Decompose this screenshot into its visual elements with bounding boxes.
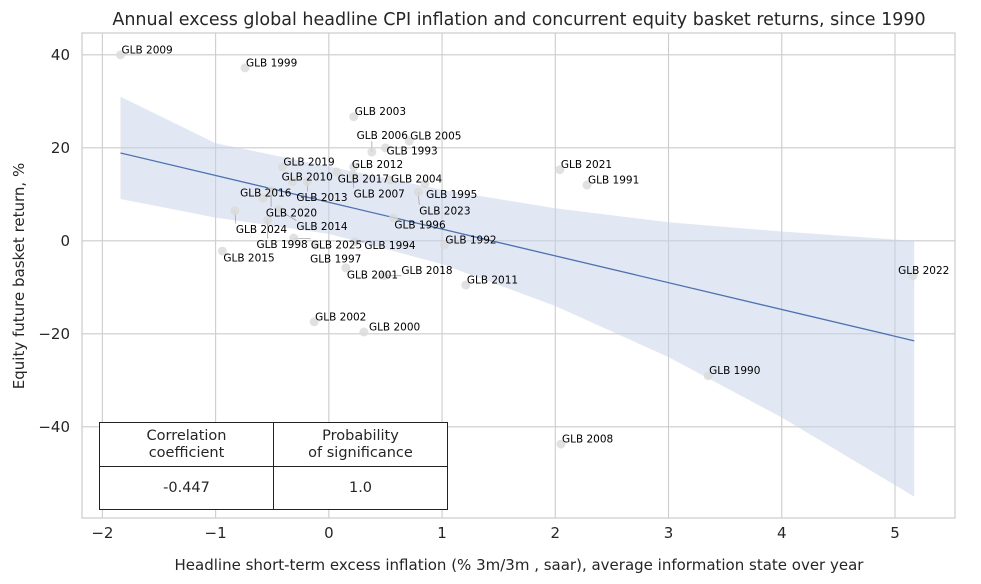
data-point	[582, 180, 592, 190]
point-label: GLB 2010	[282, 171, 333, 183]
table-value-probability: 1.0	[273, 466, 448, 510]
x-tick-label: −2	[91, 524, 113, 542]
data-point	[277, 162, 287, 172]
y-tick-label: 0	[60, 232, 70, 250]
point-label: GLB 1995	[426, 189, 477, 201]
data-point	[380, 143, 390, 153]
data-point	[273, 205, 283, 215]
point-label: GLB 2022	[898, 265, 949, 277]
data-point	[240, 63, 250, 73]
table-header-correlation: Correlation coefficient	[99, 422, 274, 467]
data-point	[289, 233, 299, 243]
point-label: GLB 2019	[283, 156, 334, 168]
point-label: GLB 1992	[445, 235, 496, 247]
point-label: GLB 2000	[369, 321, 420, 333]
point-label: GLB 2025	[311, 239, 362, 251]
data-point	[288, 177, 298, 187]
plot-frame	[81, 32, 956, 519]
regression-line	[120, 152, 915, 342]
data-point	[359, 327, 369, 337]
point-label: GLB 2015	[223, 253, 274, 265]
data-point	[266, 186, 276, 196]
data-point	[349, 162, 359, 172]
data-point	[310, 240, 320, 250]
point-label: GLB 1997	[310, 254, 361, 266]
y-tick-label: 40	[51, 46, 70, 64]
confidence-band	[120, 96, 915, 497]
chart-title: Annual excess global headline CPI inflat…	[112, 10, 925, 30]
data-point	[332, 167, 342, 177]
y-tick-label: −20	[38, 325, 70, 343]
x-tick-label: 2	[551, 524, 561, 542]
data-point	[309, 317, 319, 327]
data-point	[703, 371, 713, 381]
x-axis-label: Headline short-term excess inflation (% …	[175, 556, 865, 574]
point-label: GLB 1996	[394, 220, 446, 232]
data-point	[349, 112, 359, 122]
point-label: GLB 2008	[562, 434, 613, 446]
data-point	[385, 175, 395, 185]
point-label: GLB 1998	[256, 239, 307, 251]
data-point	[555, 165, 565, 175]
point-label: GLB 2018	[401, 265, 452, 277]
x-tick-label: −1	[205, 524, 227, 542]
point-label: GLB 2017	[338, 174, 389, 186]
point-label: GLB 2023	[419, 206, 470, 218]
data-point	[439, 240, 449, 250]
x-tick-label: 1	[437, 524, 447, 542]
point-label: GLB 2005	[410, 130, 461, 142]
data-point	[413, 187, 423, 197]
x-tick-label: 4	[777, 524, 787, 542]
point-label: GLB 1991	[588, 175, 639, 187]
point-label: GLB 2006	[357, 130, 409, 142]
x-tick-label: 3	[664, 524, 674, 542]
point-label: GLB 1999	[246, 57, 297, 69]
data-point	[115, 50, 125, 60]
data-point	[263, 215, 273, 225]
data-point	[379, 271, 389, 281]
point-label: GLB 2024	[236, 224, 288, 236]
y-tick-label: 20	[51, 139, 70, 157]
point-label: GLB 2003	[355, 106, 406, 118]
point-label: GLB 2007	[354, 188, 405, 200]
data-point	[230, 206, 240, 216]
y-axis-label: Equity future basket return, %	[10, 163, 28, 389]
point-label: GLB 2013	[296, 192, 347, 204]
table-value-correlation: -0.447	[99, 466, 274, 510]
data-point	[341, 263, 351, 273]
point-label: GLB 2001	[347, 269, 398, 281]
point-label: GLB 2002	[315, 311, 366, 323]
data-point	[348, 170, 358, 180]
stats-table: Correlation coefficient Probability of sign…	[99, 422, 448, 510]
data-point	[367, 147, 377, 157]
point-label: GLB 2012	[352, 159, 403, 171]
data-point	[420, 179, 430, 189]
data-point	[350, 237, 360, 247]
point-label: GLB 2021	[561, 159, 612, 171]
point-label: GLB 2011	[467, 275, 518, 287]
y-tick-label: −40	[38, 418, 70, 436]
point-label: GLB 2009	[121, 44, 172, 56]
data-point	[404, 136, 414, 146]
data-point	[302, 177, 312, 187]
point-label: GLB 2004	[391, 173, 443, 185]
data-point	[908, 271, 918, 281]
data-point	[388, 213, 398, 223]
data-point	[461, 280, 471, 290]
data-point	[258, 193, 268, 203]
data-point	[217, 246, 227, 256]
point-label: GLB 1990	[709, 365, 760, 377]
x-tick-label: 5	[890, 524, 900, 542]
data-point	[556, 439, 566, 449]
point-label: GLB 2020	[266, 207, 317, 219]
point-label: GLB 1994	[364, 240, 416, 252]
table-header-probability: Probability of significance	[273, 422, 448, 467]
x-tick-label: 0	[324, 524, 334, 542]
point-label: GLB 2014	[296, 221, 348, 233]
point-label: GLB 1993	[386, 145, 437, 157]
point-label: GLB 2016	[240, 188, 292, 200]
